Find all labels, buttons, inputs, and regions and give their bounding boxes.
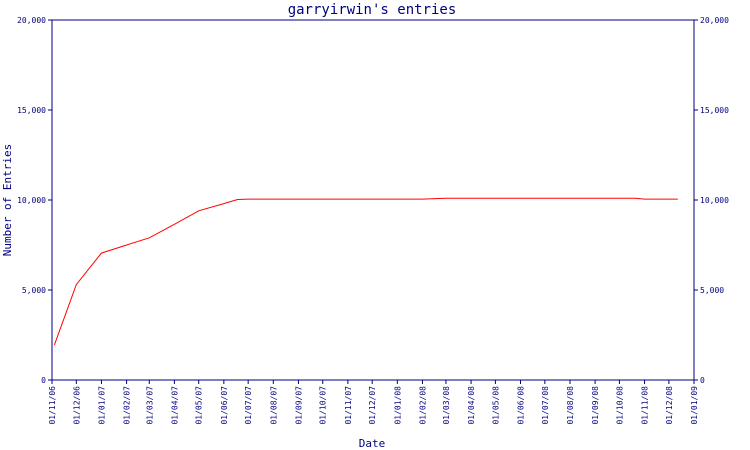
y-tick-label-left: 15,000 (17, 106, 46, 115)
y-tick-label-left: 20,000 (17, 16, 46, 25)
y-axis-label: Number of Entries (1, 144, 14, 257)
x-tick-label: 01/05/07 (195, 386, 204, 425)
x-tick-label: 01/03/07 (145, 386, 154, 425)
x-tick-label: 01/07/07 (244, 386, 253, 425)
y-tick-label-left: 10,000 (17, 196, 46, 205)
x-tick-label: 01/03/08 (442, 386, 451, 425)
x-tick-label: 01/08/07 (269, 386, 278, 425)
entries-series-line (53, 197, 678, 346)
x-tick-label: 01/12/07 (368, 386, 377, 425)
x-tick-label: 01/12/06 (72, 386, 81, 425)
x-tick-label: 01/05/08 (491, 386, 500, 425)
x-tick-label: 01/11/06 (48, 386, 57, 425)
y-tick-label-left: 5,000 (22, 286, 46, 295)
x-tick-label: 01/09/08 (591, 386, 600, 425)
x-tick-label: 01/11/07 (344, 386, 353, 425)
y-tick-label-left: 0 (41, 376, 46, 385)
y-tick-label-right: 20,000 (700, 16, 729, 25)
x-tick-label: 01/01/08 (393, 386, 402, 425)
x-tick-label: 01/09/07 (294, 386, 303, 425)
x-axis-label: Date (359, 437, 386, 450)
x-tick-label: 01/01/07 (97, 386, 106, 425)
x-tick-label: 01/02/08 (418, 386, 427, 425)
x-tick-label: 01/02/07 (123, 386, 132, 425)
x-tick-label: 01/07/08 (541, 386, 550, 425)
x-tick-label: 01/10/08 (615, 386, 624, 425)
x-tick-label: 01/06/07 (220, 386, 229, 425)
axes (51, 19, 695, 381)
x-tick-label: 01/10/07 (319, 386, 328, 425)
chart-title: garryirwin's entries (288, 2, 457, 18)
x-tick-label: 01/04/07 (170, 386, 179, 425)
x-tick-label: 01/01/09 (690, 386, 699, 425)
x-tick-label: 01/12/08 (665, 386, 674, 425)
x-tick-label: 01/06/08 (517, 386, 526, 425)
series (53, 197, 678, 346)
y-tick-label-right: 0 (700, 376, 705, 385)
ticks: 0 0 5,000 5,000 10,000 10,000 15,000 15,000 20,0… (17, 16, 729, 425)
x-tick-label: 01/08/08 (566, 386, 575, 425)
x-tick-label: 01/11/08 (641, 386, 650, 425)
x-tick-label: 01/04/08 (467, 386, 476, 425)
y-tick-label-right: 15,000 (700, 106, 729, 115)
y-tick-label-right: 5,000 (700, 286, 724, 295)
y-tick-label-right: 10,000 (700, 196, 729, 205)
